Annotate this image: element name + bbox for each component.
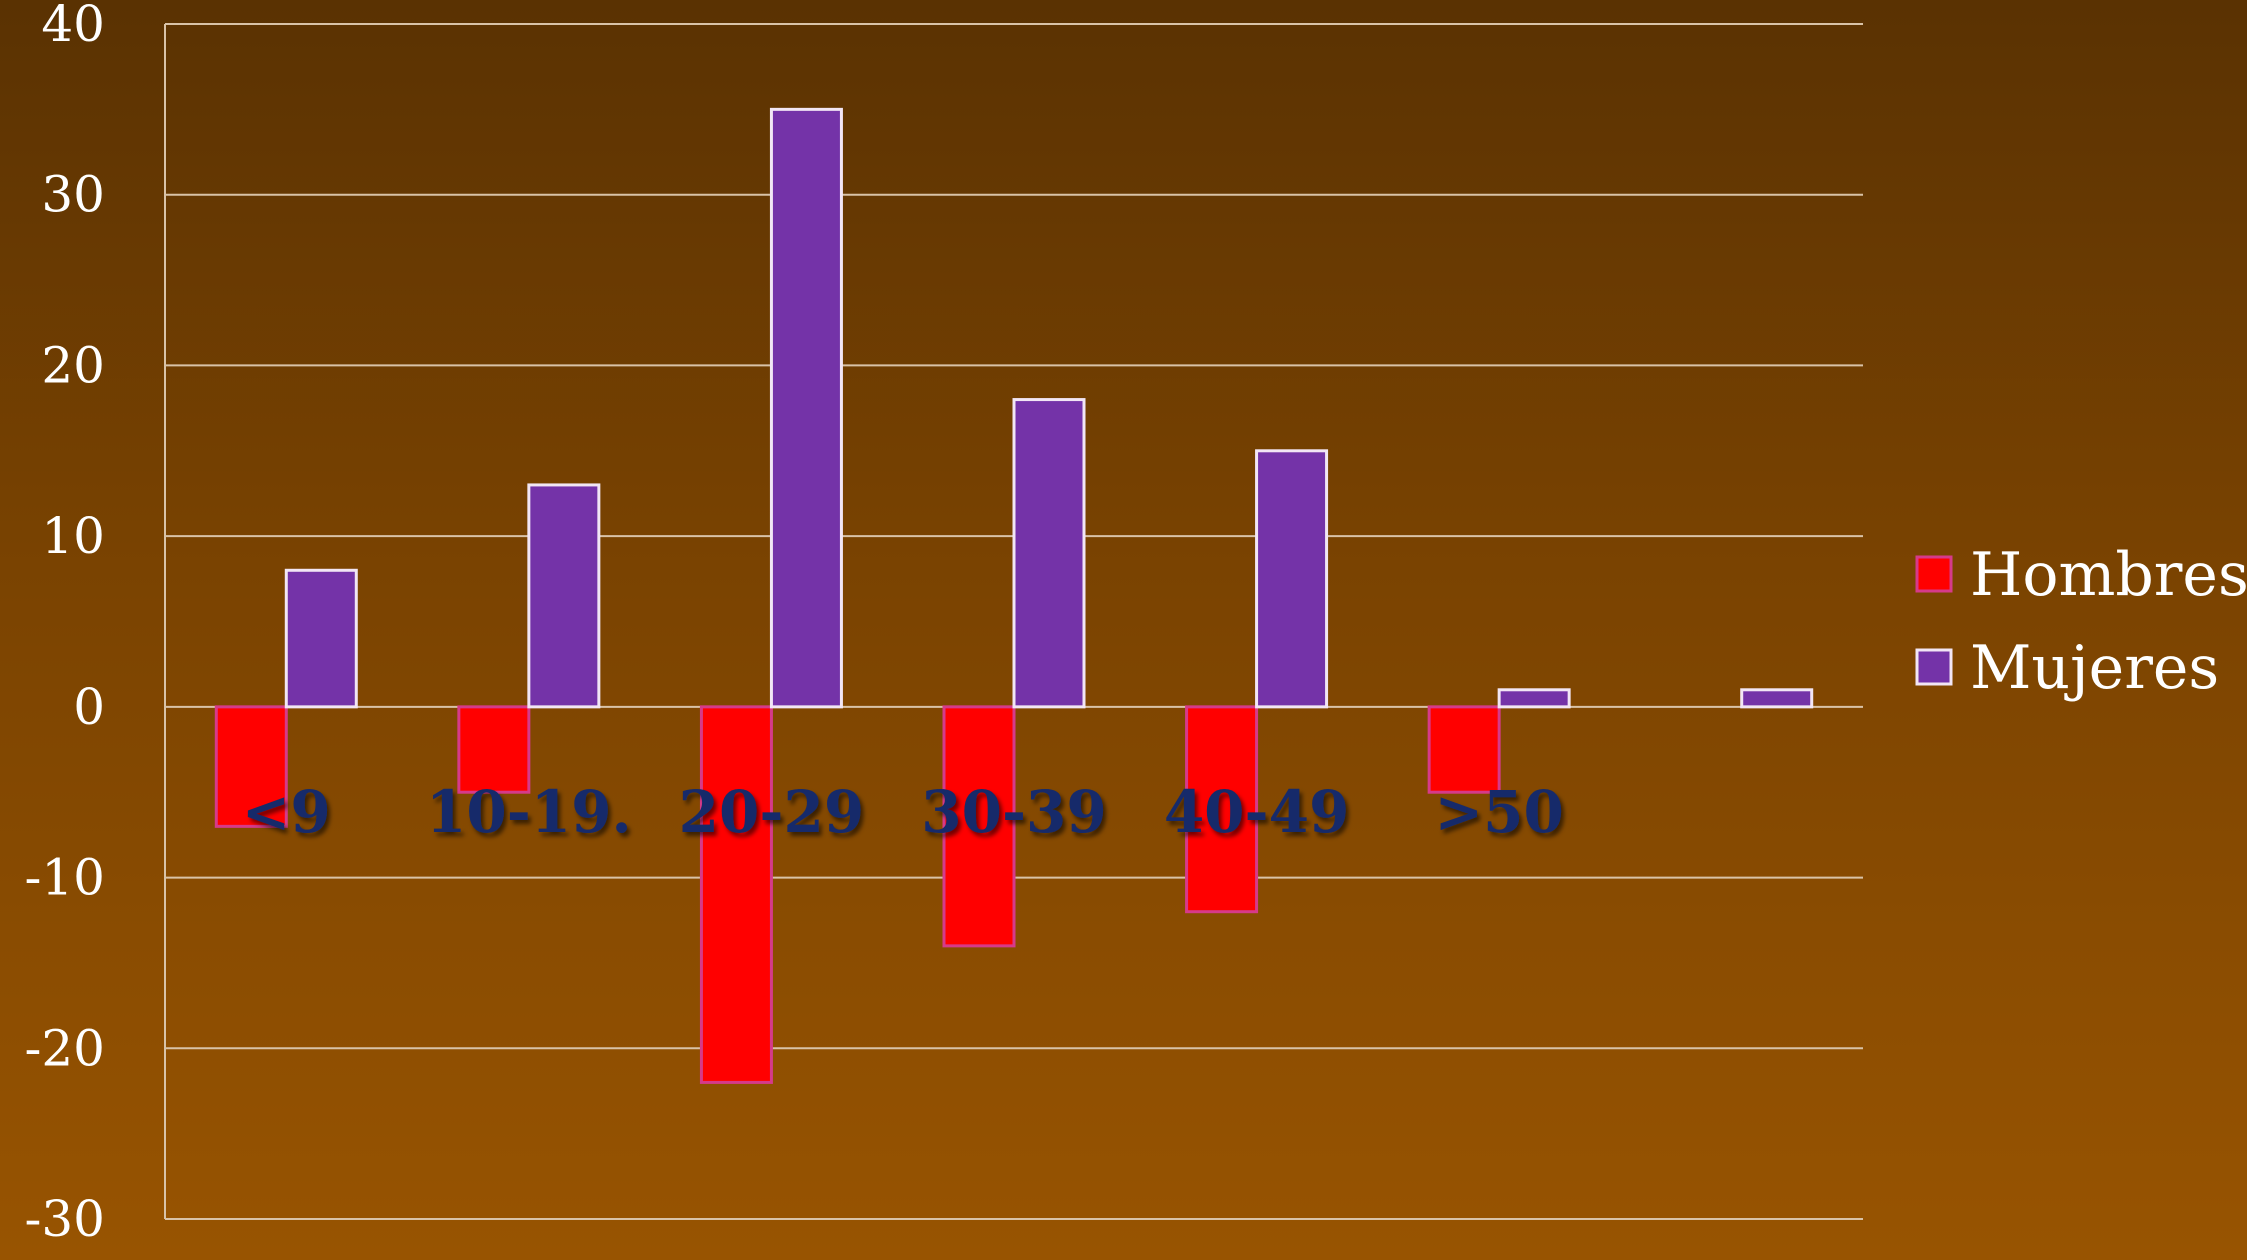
bars [214,107,1814,1084]
legend-swatch-mujeres [1915,648,1953,686]
y-tick-label: 10 [41,507,105,565]
x-category-label: 30-39 [921,778,1107,846]
bar-hombres-3 [942,705,1016,948]
bar-mujeres-4 [1255,449,1329,709]
bar-hombres-5 [1427,705,1501,794]
y-tick-label: -10 [24,849,105,907]
y-axis-tick-labels: 40 30 20 10 0 -10 -20 -30 [24,0,105,1248]
y-tick-label: 40 [41,0,105,53]
legend: Hombres Mujeres [1915,540,2247,703]
legend-label-mujeres: Mujeres [1970,633,2219,703]
y-tick-label: 0 [73,678,105,736]
bar-mujeres-2 [769,107,843,709]
x-category-label: 10-19. [426,778,632,846]
bar-hombres-4 [1185,705,1259,914]
y-tick-label: -20 [24,1019,105,1077]
y-tick-label: 30 [41,166,105,224]
x-axis-category-labels: <9 10-19. 20-29 30-39 40-49 >50 [242,778,1564,846]
bar-hombres-0 [214,705,288,828]
x-category-label: 20-29 [679,778,865,846]
x-category-label: <9 [242,778,331,846]
bar-hombres-2 [699,705,773,1084]
bar-mujeres-1 [527,483,601,709]
bar-mujeres-6 [1740,688,1814,709]
bar-mujeres-3 [1012,398,1086,709]
bar-mujeres-5 [1497,688,1571,709]
bar-hombres-1 [457,705,531,794]
y-tick-label: 20 [41,336,105,394]
x-category-label: 40-49 [1164,778,1350,846]
x-category-label: >50 [1434,778,1563,846]
y-tick-label: -30 [24,1190,105,1248]
legend-label-hombres: Hombres [1970,540,2247,610]
bar-mujeres-0 [284,568,358,709]
legend-swatch-hombres [1915,555,1953,593]
